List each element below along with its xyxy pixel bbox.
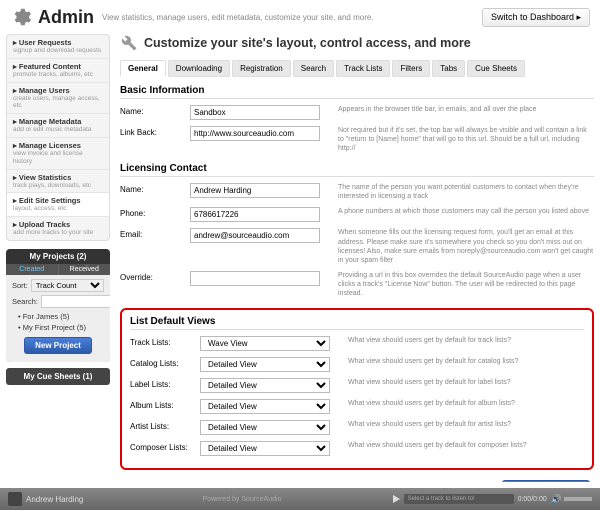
projects-tab-received[interactable]: Received — [58, 264, 111, 275]
my-projects: My Projects (2) Created Received Sort: T… — [6, 249, 110, 362]
lic-name-label: Name: — [120, 183, 190, 194]
gear-icon — [10, 6, 32, 28]
lic-override-label: Override: — [120, 271, 190, 282]
nav-item-1[interactable]: ▸ Featured Contentpromote tracks, albums… — [7, 59, 109, 83]
tab-cue-sheets[interactable]: Cue Sheets — [467, 60, 525, 77]
avatar — [8, 492, 22, 506]
sort-select[interactable]: Track Count — [31, 279, 104, 292]
sort-label: Sort: — [12, 281, 28, 290]
page-subtitle: View statistics, manage users, edit meta… — [102, 13, 482, 22]
volume-icon: 🔊 — [551, 494, 562, 505]
default-label: Label Lists: — [130, 378, 200, 389]
default-view-row: Catalog Lists:Detailed View What view sho… — [130, 357, 584, 372]
site-name-input[interactable] — [190, 105, 320, 120]
default-help: What view should users get by default fo… — [340, 336, 584, 345]
nav-item-2[interactable]: ▸ Manage Userscreate users, manage acces… — [7, 83, 109, 115]
default-help: What view should users get by default fo… — [340, 378, 584, 387]
content-title: Customize your site's layout, control ac… — [144, 36, 471, 50]
default-select-2[interactable]: Detailed View — [200, 378, 330, 393]
tab-tabs[interactable]: Tabs — [432, 60, 465, 77]
lic-phone-help: A phone numbers at which those customers… — [330, 207, 594, 216]
basic-heading: Basic Information — [120, 85, 594, 99]
lic-name-input[interactable] — [190, 183, 320, 198]
default-select-3[interactable]: Detailed View — [200, 399, 330, 414]
default-select-5[interactable]: Detailed View — [200, 441, 330, 456]
time-display: 0:00/0:00 — [518, 496, 547, 503]
lic-override-help: Providing a url in this box overrides th… — [330, 271, 594, 298]
default-label: Composer Lists: — [130, 441, 200, 452]
wrench-icon — [120, 34, 138, 52]
project-item[interactable]: • For James (5) — [18, 311, 104, 322]
name-label: Name: — [120, 105, 190, 116]
volume-slider[interactable] — [564, 497, 592, 501]
default-view-row: Track Lists:Wave View What view should us… — [130, 336, 584, 351]
default-select-0[interactable]: Wave View — [200, 336, 330, 351]
linkback-label: Link Back: — [120, 126, 190, 137]
lic-override-input[interactable] — [190, 271, 320, 286]
tab-filters[interactable]: Filters — [392, 60, 430, 77]
default-help: What view should users get by default fo… — [340, 441, 584, 450]
default-view-row: Composer Lists:Detailed View What view sh… — [130, 441, 584, 456]
powered-by: Powered by SourceAudio — [91, 496, 392, 503]
default-label: Catalog Lists: — [130, 357, 200, 368]
linkback-help: Not required but if it's set, the top ba… — [330, 126, 594, 153]
lic-name-help: The name of the person you want potentia… — [330, 183, 594, 201]
default-select-1[interactable]: Detailed View — [200, 357, 330, 372]
default-view-row: Label Lists:Detailed View What view shoul… — [130, 378, 584, 393]
sidebar: ▸ User Requestssignup and download reque… — [6, 34, 110, 482]
default-label: Artist Lists: — [130, 420, 200, 431]
tab-search[interactable]: Search — [293, 60, 334, 77]
default-label: Track Lists: — [130, 336, 200, 347]
tab-general[interactable]: General — [120, 60, 166, 77]
player-user[interactable]: Andrew Harding — [26, 495, 83, 504]
my-cue-sheets[interactable]: My Cue Sheets (1) — [6, 368, 110, 385]
new-project-button[interactable]: New Project — [24, 337, 92, 354]
page-title: Admin — [38, 7, 94, 28]
lic-phone-input[interactable] — [190, 207, 320, 222]
nav-item-3[interactable]: ▸ Manage Metadataadd or edit music metad… — [7, 114, 109, 138]
licensing-heading: Licensing Contact — [120, 163, 594, 177]
projects-search-input[interactable] — [41, 295, 110, 308]
licensing-contact-section: Licensing Contact Name: The name of the … — [120, 163, 594, 298]
default-view-row: Artist Lists:Detailed View What view shou… — [130, 420, 584, 435]
tab-registration[interactable]: Registration — [232, 60, 291, 77]
default-label: Album Lists: — [130, 399, 200, 410]
projects-header: My Projects (2) — [6, 249, 110, 264]
name-help: Appears in the browser title bar, in ema… — [330, 105, 594, 114]
player-bar: Andrew Harding Powered by SourceAudio Se… — [0, 488, 600, 510]
content: Customize your site's layout, control ac… — [120, 34, 594, 482]
nav-item-6[interactable]: ▸ Edit Site Settingslayout, access, etc — [7, 193, 109, 217]
volume[interactable]: 🔊 — [551, 494, 592, 505]
default-help: What view should users get by default fo… — [340, 420, 584, 429]
lic-email-label: Email: — [120, 228, 190, 239]
lic-email-help: When someone fills out the licensing req… — [330, 228, 594, 264]
nav-item-0[interactable]: ▸ User Requestssignup and download reque… — [7, 35, 109, 59]
nav-item-7[interactable]: ▸ Upload Tracksadd more tracks to your s… — [7, 217, 109, 240]
list-default-views-section: List Default Views Track Lists:Wave View… — [120, 308, 594, 470]
default-help: What view should users get by default fo… — [340, 399, 584, 408]
header: Admin View statistics, manage users, edi… — [0, 0, 600, 34]
default-select-4[interactable]: Detailed View — [200, 420, 330, 435]
nav-box: ▸ User Requestssignup and download reque… — [6, 34, 110, 241]
search-label: Search: — [12, 297, 38, 306]
track-bar[interactable]: Select a track to listen to! — [404, 494, 514, 504]
play-icon[interactable] — [393, 495, 400, 503]
default-view-row: Album Lists:Detailed View What view shoul… — [130, 399, 584, 414]
nav-item-4[interactable]: ▸ Manage Licensesview invoice and licens… — [7, 138, 109, 170]
default-help: What view should users get by default fo… — [340, 357, 584, 366]
settings-tabs: GeneralDownloadingRegistrationSearchTrac… — [120, 60, 594, 77]
basic-information-section: Basic Information Name: Appears in the b… — [120, 85, 594, 153]
switch-dashboard-button[interactable]: Switch to Dashboard ▸ — [482, 8, 590, 27]
nav-item-5[interactable]: ▸ View Statisticstrack plays, downloads,… — [7, 170, 109, 194]
linkback-input[interactable] — [190, 126, 320, 141]
save-changes-button[interactable]: Save Changes — [502, 480, 590, 482]
lic-email-input[interactable] — [190, 228, 320, 243]
project-item[interactable]: • My First Project (5) — [18, 322, 104, 333]
tab-downloading[interactable]: Downloading — [168, 60, 230, 77]
projects-tab-created[interactable]: Created — [6, 264, 58, 275]
lic-phone-label: Phone: — [120, 207, 190, 218]
defaults-heading: List Default Views — [130, 316, 584, 330]
tab-track-lists[interactable]: Track Lists — [336, 60, 390, 77]
